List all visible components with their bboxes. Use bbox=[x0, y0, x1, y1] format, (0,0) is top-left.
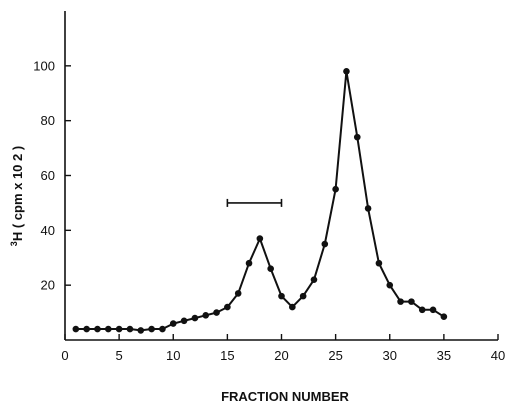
data-point bbox=[364, 205, 372, 212]
series bbox=[72, 68, 448, 334]
data-point bbox=[126, 325, 134, 333]
data-point bbox=[180, 317, 188, 325]
data-point bbox=[386, 281, 394, 289]
y-axis-title-text: H ( cpm x 10 2 ) bbox=[10, 146, 25, 241]
data-point bbox=[105, 325, 112, 333]
x-tick-label: 5 bbox=[116, 348, 123, 363]
x-tick-label: 10 bbox=[166, 348, 180, 363]
y-tick-label: 100 bbox=[33, 58, 55, 73]
data-point bbox=[94, 325, 101, 333]
x-axis-title: FRACTION NUMBER bbox=[221, 389, 349, 404]
data-point bbox=[343, 68, 350, 75]
annotations bbox=[226, 198, 283, 207]
data-point bbox=[83, 325, 90, 333]
x-tick-label: 15 bbox=[220, 348, 234, 363]
y-ticks: 20 40 60 80 100 bbox=[33, 58, 71, 293]
data-point bbox=[137, 327, 145, 334]
data-point bbox=[267, 265, 274, 273]
x-ticks: 0 5 10 15 20 25 30 35 40 bbox=[61, 334, 505, 363]
series-line bbox=[75, 70, 445, 332]
x-tick-label: 0 bbox=[61, 348, 68, 363]
data-point bbox=[332, 185, 339, 193]
data-point bbox=[245, 259, 253, 267]
x-tick-label: 20 bbox=[274, 348, 288, 363]
x-tick-label: 30 bbox=[383, 348, 397, 363]
data-point bbox=[213, 309, 220, 316]
axes bbox=[64, 11, 498, 341]
data-point bbox=[234, 290, 242, 297]
data-point bbox=[310, 276, 318, 283]
data-point bbox=[418, 306, 426, 314]
y-tick-label: 20 bbox=[41, 278, 55, 293]
data-point bbox=[289, 303, 296, 311]
data-point bbox=[148, 325, 155, 333]
data-point bbox=[169, 320, 177, 327]
data-point bbox=[429, 306, 437, 314]
data-point bbox=[72, 325, 80, 333]
data-point bbox=[440, 313, 448, 320]
data-point bbox=[256, 235, 264, 242]
data-point bbox=[397, 298, 404, 305]
data-point bbox=[299, 292, 307, 300]
data-point bbox=[353, 133, 361, 141]
data-point bbox=[224, 303, 231, 311]
y-tick-label: 60 bbox=[41, 168, 55, 183]
y-axis-title: 3H ( cpm x 10 2 ) bbox=[9, 146, 25, 246]
data-point bbox=[375, 259, 383, 267]
data-point bbox=[202, 312, 210, 319]
x-tick-label: 40 bbox=[491, 348, 505, 363]
y-axis-title-superscript: 3 bbox=[9, 241, 19, 246]
y-tick-label: 40 bbox=[41, 223, 55, 238]
x-tick-label: 35 bbox=[437, 348, 451, 363]
data-point bbox=[408, 298, 415, 305]
data-point bbox=[321, 240, 329, 248]
data-point bbox=[191, 314, 199, 322]
data-point bbox=[159, 325, 166, 333]
x-tick-label: 25 bbox=[328, 348, 342, 363]
data-point bbox=[115, 325, 123, 333]
data-point bbox=[278, 292, 285, 300]
y-tick-label: 80 bbox=[41, 113, 55, 128]
